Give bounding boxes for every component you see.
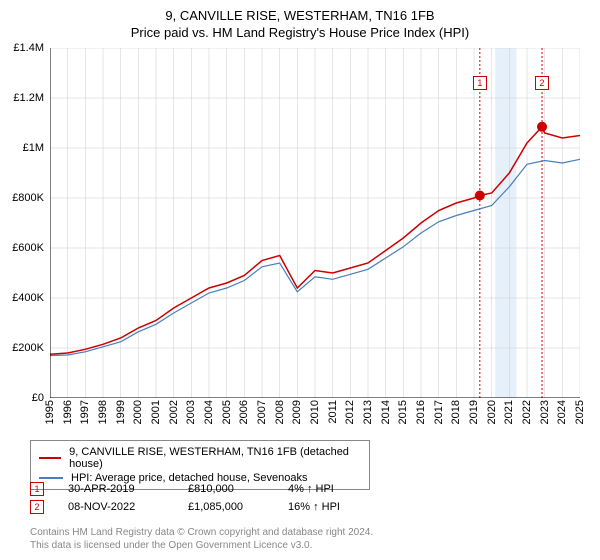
x-axis-label: 1999 xyxy=(115,400,127,424)
x-axis-label: 2014 xyxy=(380,400,392,424)
transaction-price: £1,085,000 xyxy=(188,501,268,513)
x-axis-label: 2004 xyxy=(203,400,215,424)
x-axis-label: 2007 xyxy=(256,400,268,424)
x-axis-label: 1998 xyxy=(97,400,109,424)
transaction-marker: 2 xyxy=(30,500,44,514)
transaction-delta: 4% ↑ HPI xyxy=(288,483,368,495)
title-main: 9, CANVILLE RISE, WESTERHAM, TN16 1FB xyxy=(0,8,600,23)
legend-item: 9, CANVILLE RISE, WESTERHAM, TN16 1FB (d… xyxy=(39,445,361,471)
footer-line2: This data is licensed under the Open Gov… xyxy=(30,539,373,552)
x-axis-label: 2009 xyxy=(291,400,303,424)
x-axis-label: 2010 xyxy=(309,400,321,424)
y-axis-label: £0 xyxy=(32,392,44,404)
chart-marker-label: 1 xyxy=(473,76,487,90)
transaction-row: 1 30-APR-2019 £810,000 4% ↑ HPI xyxy=(30,480,368,498)
x-axis-label: 1997 xyxy=(79,400,91,424)
x-axis-label: 2015 xyxy=(397,400,409,424)
footer-line1: Contains HM Land Registry data © Crown c… xyxy=(30,526,373,539)
legend-swatch xyxy=(39,457,61,459)
x-axis-label: 2000 xyxy=(132,400,144,424)
x-axis-label: 2003 xyxy=(185,400,197,424)
x-axis-label: 2023 xyxy=(539,400,551,424)
transaction-price: £810,000 xyxy=(188,483,268,495)
y-axis-label: £1.4M xyxy=(13,42,44,54)
x-axis-label: 2006 xyxy=(238,400,250,424)
x-axis-label: 1995 xyxy=(44,400,56,424)
x-axis-label: 2021 xyxy=(503,400,515,424)
y-axis-label: £1.2M xyxy=(13,92,44,104)
title-sub: Price paid vs. HM Land Registry's House … xyxy=(0,25,600,40)
x-axis-label: 2022 xyxy=(521,400,533,424)
footer: Contains HM Land Registry data © Crown c… xyxy=(30,526,373,552)
x-axis-label: 2024 xyxy=(556,400,568,424)
x-axis-label: 2002 xyxy=(168,400,180,424)
x-axis-label: 2018 xyxy=(450,400,462,424)
x-axis-label: 2013 xyxy=(362,400,374,424)
y-axis-label: £400K xyxy=(12,292,44,304)
y-axis-label: £1M xyxy=(23,142,44,154)
chart-marker-label: 2 xyxy=(535,76,549,90)
x-axis-label: 2025 xyxy=(574,400,586,424)
x-axis-label: 2011 xyxy=(327,400,339,424)
title-area: 9, CANVILLE RISE, WESTERHAM, TN16 1FB Pr… xyxy=(0,0,600,40)
y-axis-label: £200K xyxy=(12,342,44,354)
x-axis-label: 2012 xyxy=(344,400,356,424)
x-axis-label: 2008 xyxy=(274,400,286,424)
transaction-row: 2 08-NOV-2022 £1,085,000 16% ↑ HPI xyxy=(30,498,368,516)
transaction-date: 08-NOV-2022 xyxy=(68,501,168,513)
legend-swatch xyxy=(39,477,63,479)
x-axis-label: 1996 xyxy=(62,400,74,424)
transaction-delta: 16% ↑ HPI xyxy=(288,501,368,513)
x-axis-label: 2017 xyxy=(433,400,445,424)
x-axis-label: 2020 xyxy=(486,400,498,424)
x-axis-label: 2005 xyxy=(221,400,233,424)
line-chart xyxy=(50,48,580,398)
chart-area: £0£200K£400K£600K£800K£1M£1.2M£1.4M 1995… xyxy=(50,48,580,398)
x-axis-label: 2001 xyxy=(150,400,162,424)
legend-label: 9, CANVILLE RISE, WESTERHAM, TN16 1FB (d… xyxy=(69,446,361,470)
y-axis-label: £600K xyxy=(12,242,44,254)
transaction-marker: 1 xyxy=(30,482,44,496)
y-axis-label: £800K xyxy=(12,192,44,204)
x-axis-label: 2019 xyxy=(468,400,480,424)
transaction-table: 1 30-APR-2019 £810,000 4% ↑ HPI 2 08-NOV-2022… xyxy=(30,480,368,516)
chart-container: 9, CANVILLE RISE, WESTERHAM, TN16 1FB Pr… xyxy=(0,0,600,560)
x-axis-label: 2016 xyxy=(415,400,427,424)
transaction-date: 30-APR-2019 xyxy=(68,483,168,495)
